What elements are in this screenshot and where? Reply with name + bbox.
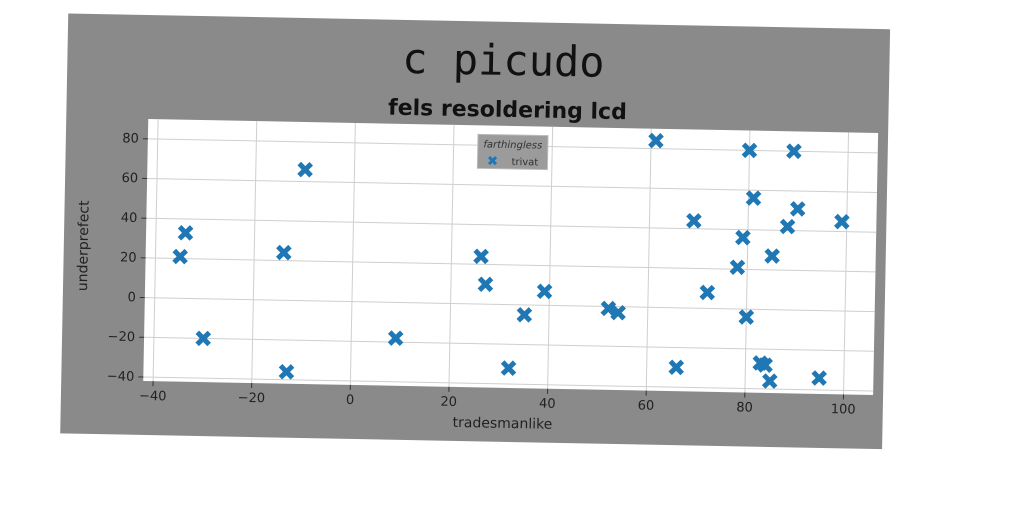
y-tick-label: 60 [121, 171, 138, 186]
x-tick-label: 60 [638, 398, 655, 413]
data-point-marker [297, 161, 313, 178]
y-tick-label: 40 [121, 211, 138, 226]
data-point-marker [699, 284, 716, 301]
y-grid-line [145, 257, 876, 273]
legend-x-marker [487, 156, 498, 166]
x-tick-label: 20 [440, 395, 457, 410]
data-point-marker [757, 357, 773, 373]
y-axis-ticks: −40 −20 0 20 40 60 80 [107, 131, 148, 385]
data-point-marker [729, 259, 746, 276]
data-point-marker [500, 360, 517, 376]
y-tick-label: 20 [120, 250, 137, 265]
y-axis-label: underprefect [75, 200, 93, 291]
y-grid-line [144, 297, 875, 313]
data-point-marker [177, 225, 194, 241]
data-point-marker [786, 143, 802, 160]
y-tick-label: 0 [127, 290, 136, 305]
data-point-marker [275, 244, 292, 261]
data-point-marker [668, 359, 685, 376]
y-grid-line [143, 376, 874, 392]
data-point-marker [779, 218, 796, 235]
y-grid-line [144, 336, 874, 352]
grid-lines [143, 119, 878, 395]
data-point-marker [516, 306, 533, 323]
x-tick-label: 100 [831, 402, 856, 417]
data-point-marker [387, 330, 404, 346]
data-point-marker [745, 190, 762, 206]
y-tick-label: −20 [107, 330, 135, 346]
data-point-marker [195, 330, 212, 347]
legend-title: farthingless [483, 139, 542, 151]
data-point-marker [789, 201, 806, 217]
x-tick-label: 80 [736, 400, 753, 415]
x-tick-label: 40 [539, 397, 556, 412]
data-point-marker [473, 248, 489, 265]
data-point-marker [764, 248, 781, 264]
legend-label-trivat: trivat [511, 157, 538, 169]
data-point-marker [811, 370, 827, 386]
data-point-marker [600, 300, 617, 317]
data-point-marker [738, 309, 755, 325]
chart-title: c picudo [402, 34, 605, 87]
plot-area [143, 118, 879, 395]
x-tick-label: −40 [139, 389, 167, 405]
y-grid-line [146, 217, 877, 233]
y-tick-label: −40 [107, 369, 135, 385]
x-tick-label: −20 [238, 391, 266, 407]
y-tick-label: 80 [122, 131, 139, 146]
data-point-marker [741, 142, 758, 159]
data-point-marker [761, 373, 778, 389]
data-point-marker [477, 276, 494, 293]
data-point-marker [735, 229, 751, 246]
legend: farthingless trivat [476, 133, 549, 171]
data-point-marker [536, 283, 553, 300]
chart-subtitle: fels resoldering lcd [388, 96, 627, 126]
x-axis-label: tradesmanlike [452, 415, 552, 433]
data-markers [172, 132, 850, 389]
data-point-marker [610, 304, 626, 321]
legend-box [476, 133, 549, 171]
data-point-marker [834, 213, 850, 230]
y-grid-line [147, 178, 877, 194]
data-point-marker [278, 363, 295, 380]
data-point-marker [648, 132, 664, 149]
legend-marker-trivat [487, 156, 498, 166]
x-axis-ticks: −40 −20 0 20 40 60 80 100 [139, 381, 856, 418]
data-point-marker [686, 212, 702, 229]
x-tick-label: 0 [346, 393, 355, 408]
data-point-marker [172, 248, 188, 265]
